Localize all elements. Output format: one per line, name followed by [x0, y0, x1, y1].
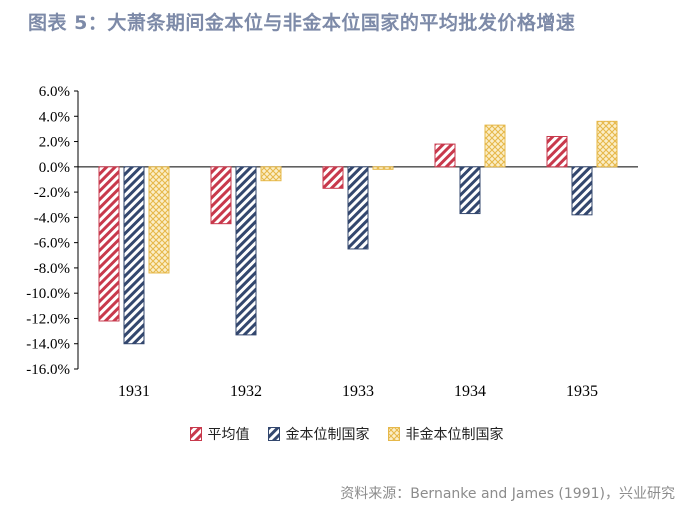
bar-avg-1932 — [210, 166, 232, 225]
x-tick-label: 1932 — [230, 383, 262, 400]
bar-avg-1931 — [98, 166, 120, 322]
legend-swatch-avg — [189, 427, 202, 441]
bar-avg-1934 — [434, 143, 456, 168]
bar-gold-1931 — [123, 166, 145, 345]
y-tick-label: -8.0% — [34, 261, 70, 277]
y-tick-label: 0.0% — [39, 160, 70, 176]
y-tick-label: -16.0% — [26, 362, 70, 378]
source-note: 资料来源：Bernanke and James (1991)，兴业研究 — [340, 486, 675, 502]
legend-label: 平均值 — [207, 427, 250, 443]
y-tick-label: 2.0% — [39, 135, 70, 151]
y-tick-label: 4.0% — [39, 109, 70, 125]
bar-nongold-1931 — [148, 166, 170, 274]
y-tick-label: -12.0% — [26, 311, 70, 327]
y-tick-label: -10.0% — [26, 286, 70, 302]
bar-avg-1933 — [322, 166, 344, 189]
x-tick-label: 1931 — [118, 383, 150, 400]
x-tick-label: 1934 — [454, 383, 486, 400]
legend-item-nongold: 非金本位制国家 — [387, 424, 504, 444]
y-tick-label: -14.0% — [26, 337, 70, 353]
bar-nongold-1933 — [372, 166, 394, 170]
bar-avg-1935 — [546, 135, 568, 168]
bar-gold-1935 — [571, 166, 593, 216]
x-tick-label: 1935 — [566, 383, 598, 400]
bar-nongold-1935 — [596, 120, 618, 168]
chart-legend: 平均值 金本位制国家 非金本位制国家 — [0, 424, 693, 444]
legend-label: 金本位制国家 — [285, 427, 370, 443]
bar-nongold-1934 — [484, 124, 506, 168]
y-tick-label: -4.0% — [34, 210, 70, 226]
chart-title: 图表 5：大萧条期间金本位与非金本位国家的平均批发价格增速 — [28, 12, 576, 34]
bar-gold-1932 — [235, 166, 257, 336]
bar-gold-1934 — [459, 166, 481, 215]
bar-nongold-1932 — [260, 166, 282, 182]
legend-swatch-gold — [267, 427, 280, 441]
y-tick-label: -6.0% — [34, 236, 70, 252]
legend-label: 非金本位制国家 — [405, 427, 504, 443]
legend-swatch-nongold — [387, 427, 400, 441]
y-tick-label: 6.0% — [39, 84, 70, 100]
legend-item-gold: 金本位制国家 — [267, 424, 370, 444]
legend-item-avg: 平均值 — [189, 424, 250, 444]
y-tick-label: -2.0% — [34, 185, 70, 201]
bar-gold-1933 — [347, 166, 369, 250]
x-tick-label: 1933 — [342, 383, 374, 400]
